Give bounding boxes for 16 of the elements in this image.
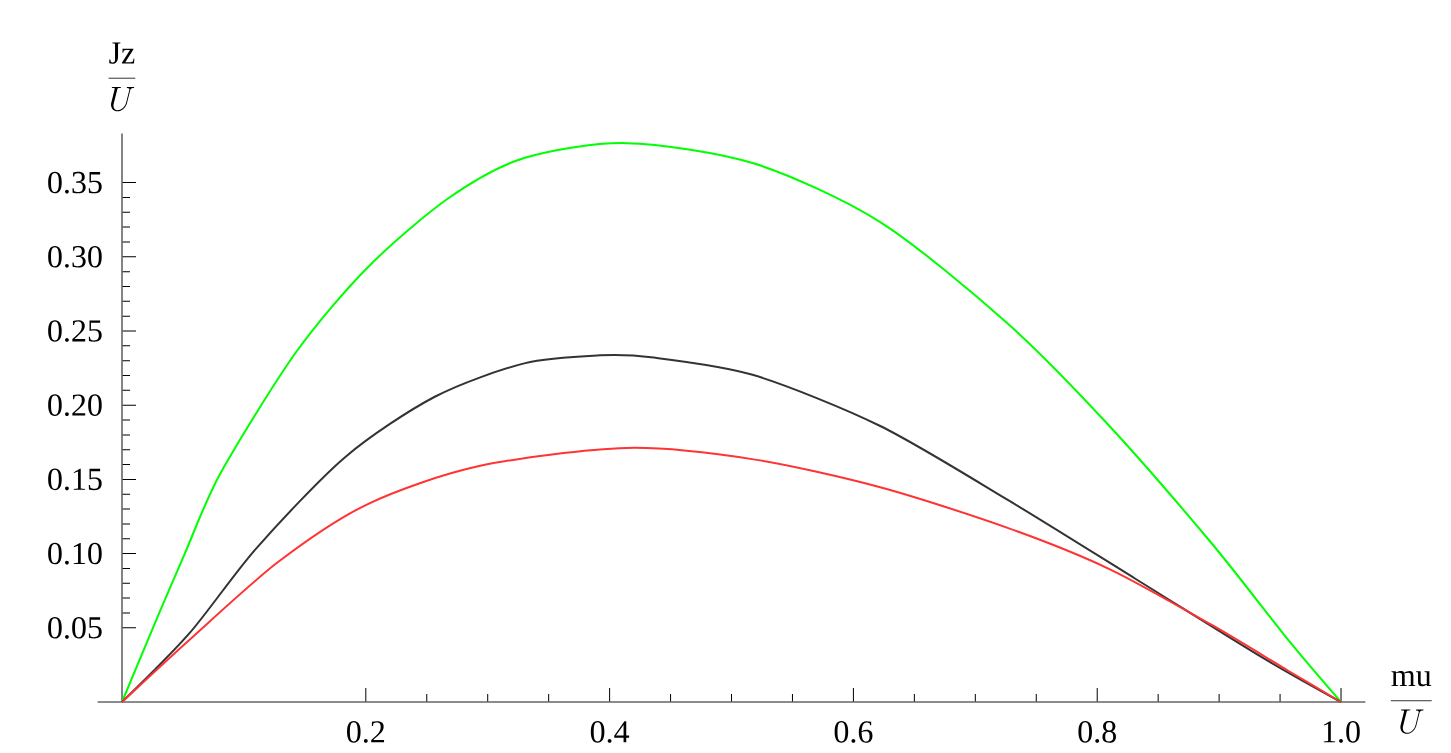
y-tick-label: 0.15 xyxy=(48,468,102,491)
y-tick-label: 0.35 xyxy=(48,171,102,194)
y-tick-label: 0.30 xyxy=(48,245,102,268)
y-tick-label: 0.20 xyxy=(48,394,102,416)
line-series xyxy=(121,141,1343,703)
line-series xyxy=(121,446,1343,703)
x-tick-label: 1.0 xyxy=(1323,720,1360,743)
y-tick-label: 0.05 xyxy=(48,616,102,639)
y-tick-label: 0.10 xyxy=(48,542,102,565)
x-tick-label: 0.2 xyxy=(347,720,385,743)
x-tick-label: 0.4 xyxy=(590,720,630,743)
y-axis-title: $\frac{\mathrm{Jz}}{U}$ xyxy=(108,42,136,112)
x-axis-title: $\frac{\mathrm{mu}}{U}$ xyxy=(1390,670,1432,734)
x-tick-label: 0.8 xyxy=(1078,720,1116,743)
x-tick-label: 0.6 xyxy=(834,720,873,743)
y-tick-label: 0.25 xyxy=(48,319,102,342)
